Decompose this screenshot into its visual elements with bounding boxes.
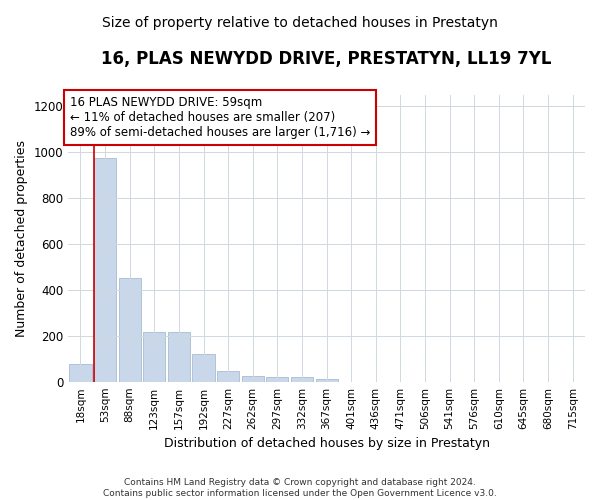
Bar <box>193 354 215 382</box>
Bar <box>291 377 313 382</box>
Title: 16, PLAS NEWYDD DRIVE, PRESTATYN, LL19 7YL: 16, PLAS NEWYDD DRIVE, PRESTATYN, LL19 7… <box>101 50 552 68</box>
Text: Size of property relative to detached houses in Prestatyn: Size of property relative to detached ho… <box>102 16 498 30</box>
Bar <box>316 379 338 382</box>
Bar <box>266 377 289 382</box>
Bar <box>143 332 166 382</box>
Bar <box>217 371 239 382</box>
Bar <box>94 158 116 382</box>
Text: 16 PLAS NEWYDD DRIVE: 59sqm
← 11% of detached houses are smaller (207)
89% of se: 16 PLAS NEWYDD DRIVE: 59sqm ← 11% of det… <box>70 96 371 138</box>
Text: Contains HM Land Registry data © Crown copyright and database right 2024.
Contai: Contains HM Land Registry data © Crown c… <box>103 478 497 498</box>
Bar <box>242 376 264 382</box>
Bar <box>168 332 190 382</box>
Y-axis label: Number of detached properties: Number of detached properties <box>15 140 28 336</box>
X-axis label: Distribution of detached houses by size in Prestatyn: Distribution of detached houses by size … <box>164 437 490 450</box>
Bar <box>119 278 141 382</box>
Bar <box>70 364 92 382</box>
